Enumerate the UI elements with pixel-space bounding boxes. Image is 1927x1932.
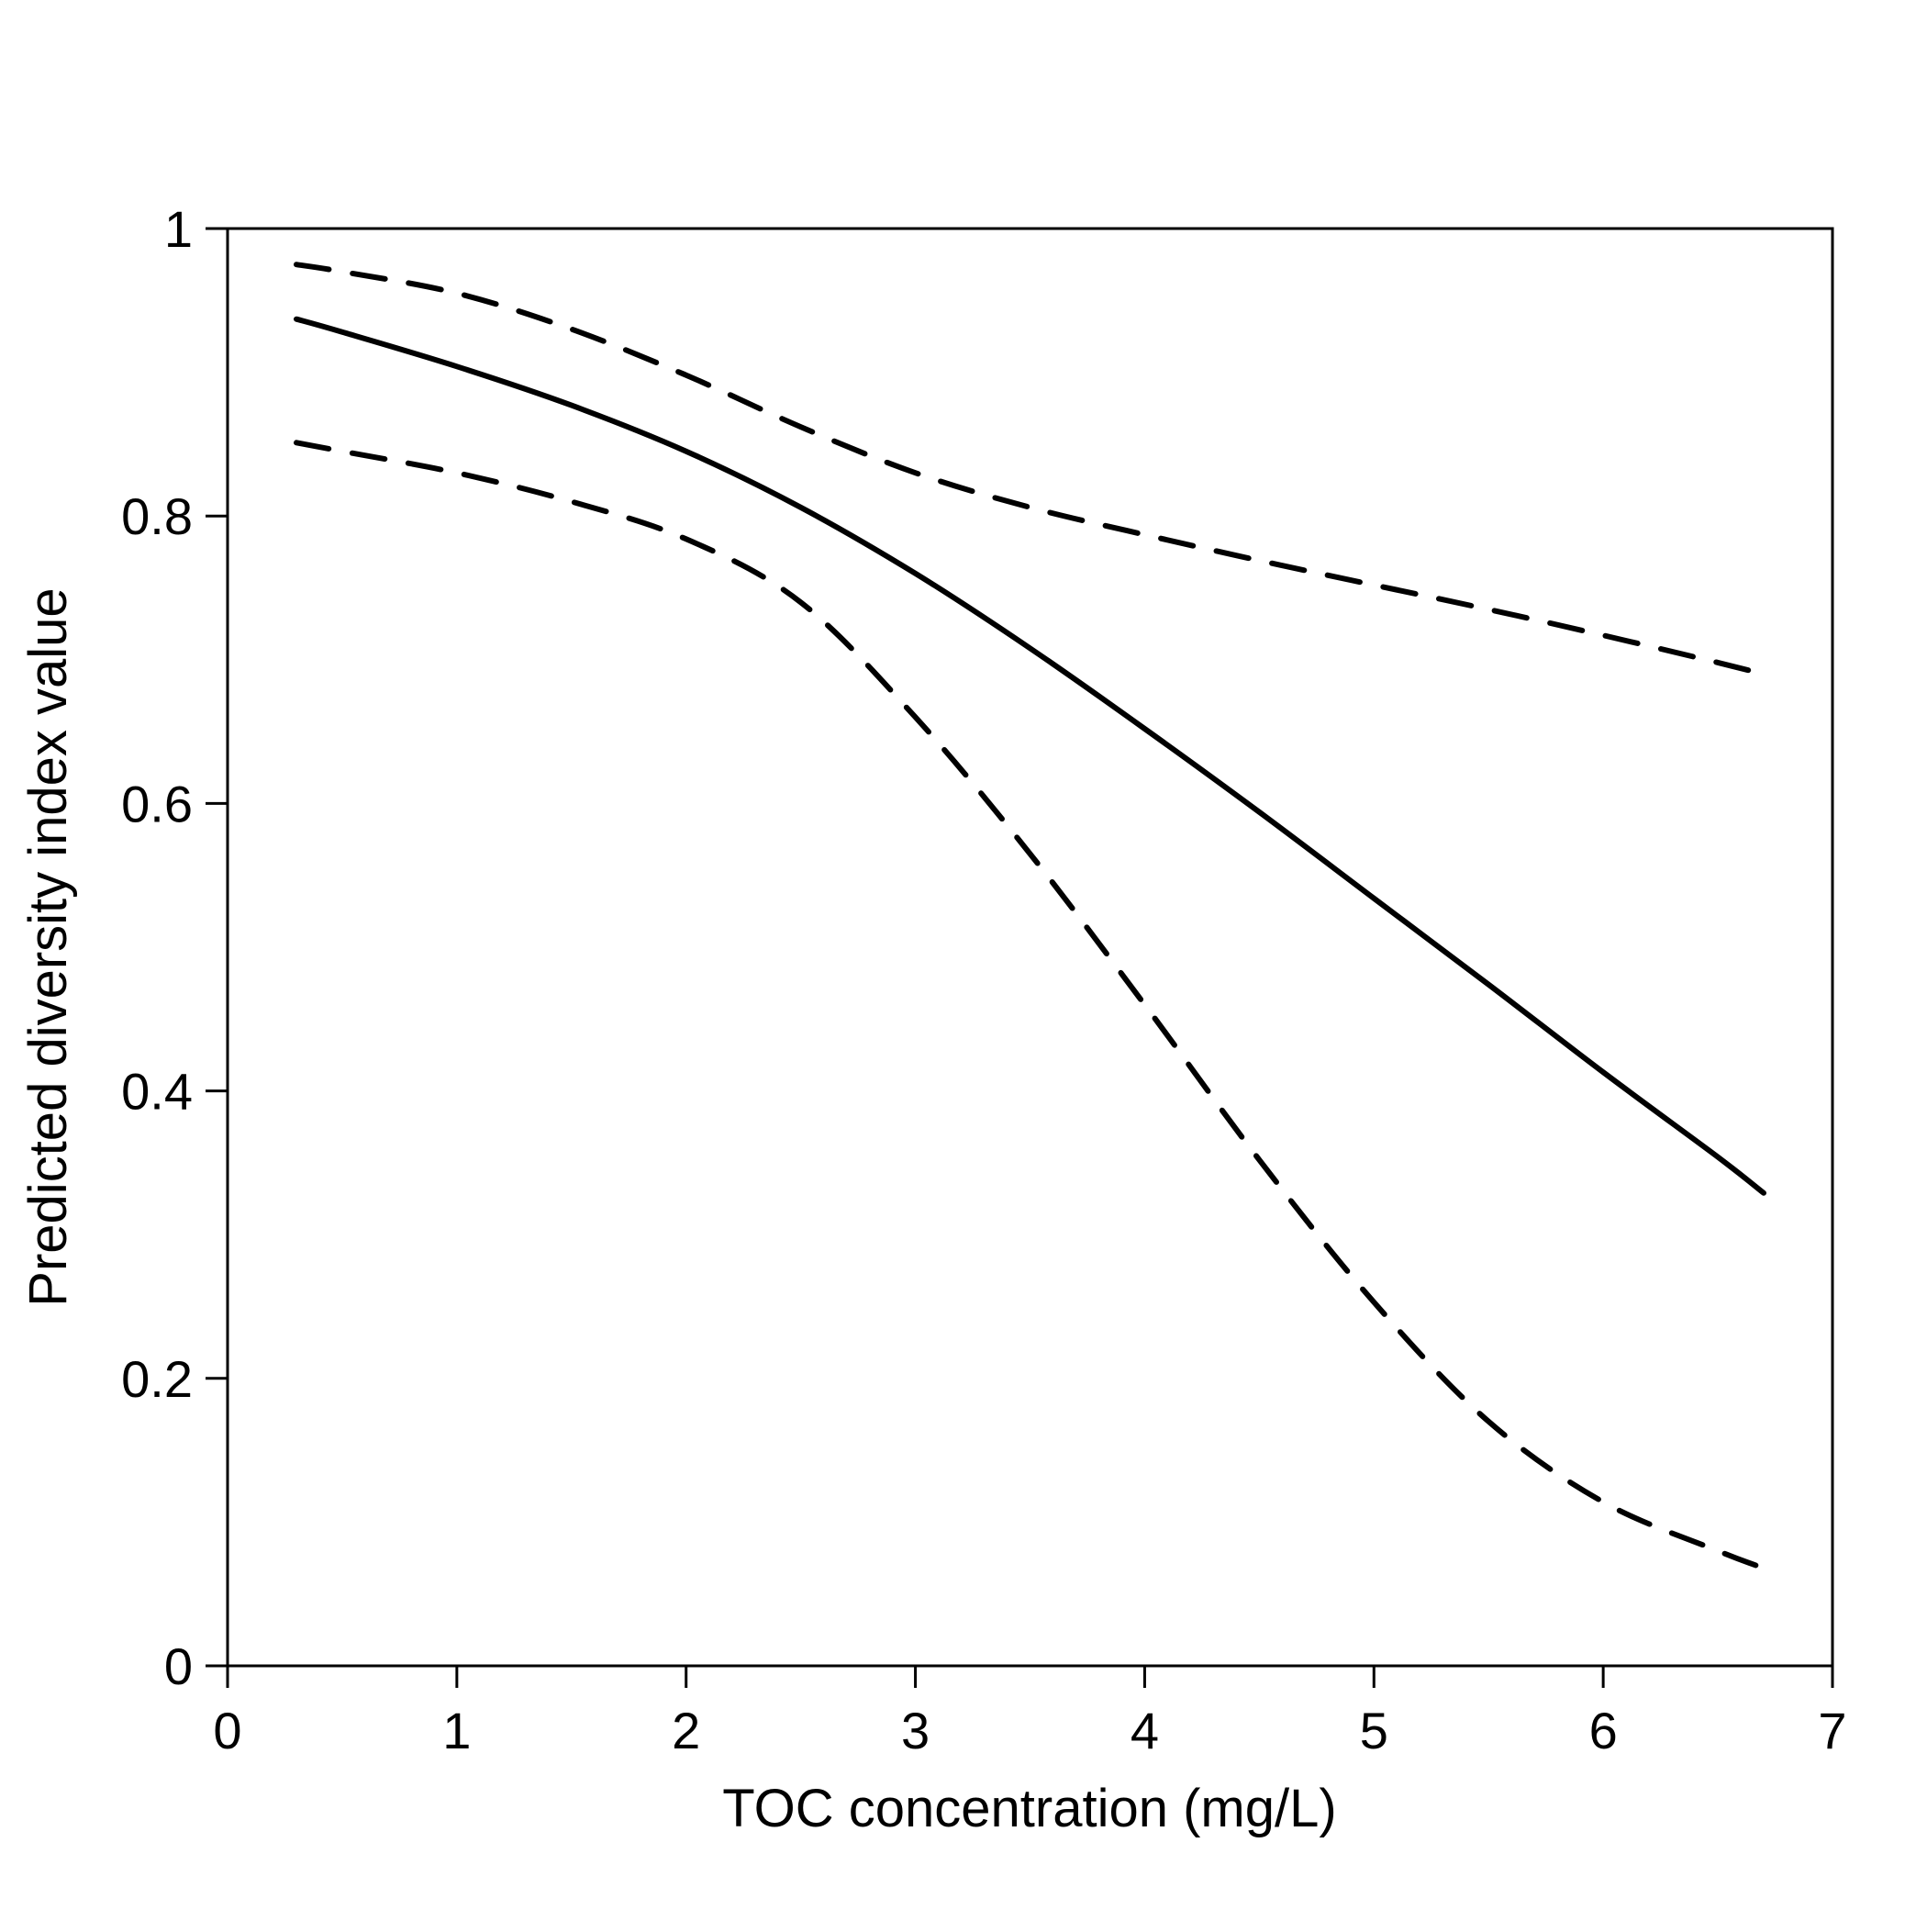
y-tick-label: 0.2 (121, 1350, 193, 1408)
y-tick-label: 0 (164, 1637, 193, 1695)
y-tick-label: 0.4 (121, 1063, 193, 1121)
y-tick-label: 1 (164, 200, 193, 258)
x-axis-ticks: 0 1 2 3 4 5 6 7 (213, 1666, 1847, 1759)
fitted-line (294, 316, 1766, 1196)
lower-confidence-line (294, 440, 1766, 1571)
series-layer (294, 262, 1766, 1571)
x-tick-label: 4 (1131, 1702, 1159, 1759)
x-axis-label: TOC concentration (mg/L) (722, 1779, 1336, 1838)
x-tick-label: 7 (1818, 1702, 1846, 1759)
plot-frame (226, 227, 1834, 1668)
upper-confidence-line (294, 262, 1766, 677)
y-tick-label: 0.8 (121, 487, 193, 545)
x-tick-label: 6 (1589, 1702, 1618, 1759)
y-axis-ticks: 0 0.2 0.4 0.6 0.8 1 (121, 200, 228, 1695)
x-tick-label: 2 (672, 1702, 700, 1759)
y-axis-label: Predicted diversity index value (18, 587, 78, 1306)
x-tick-label: 0 (213, 1702, 241, 1759)
y-tick-label: 0.6 (121, 775, 193, 832)
x-tick-label: 3 (901, 1702, 930, 1759)
x-tick-label: 5 (1360, 1702, 1388, 1759)
x-tick-label: 1 (442, 1702, 471, 1759)
